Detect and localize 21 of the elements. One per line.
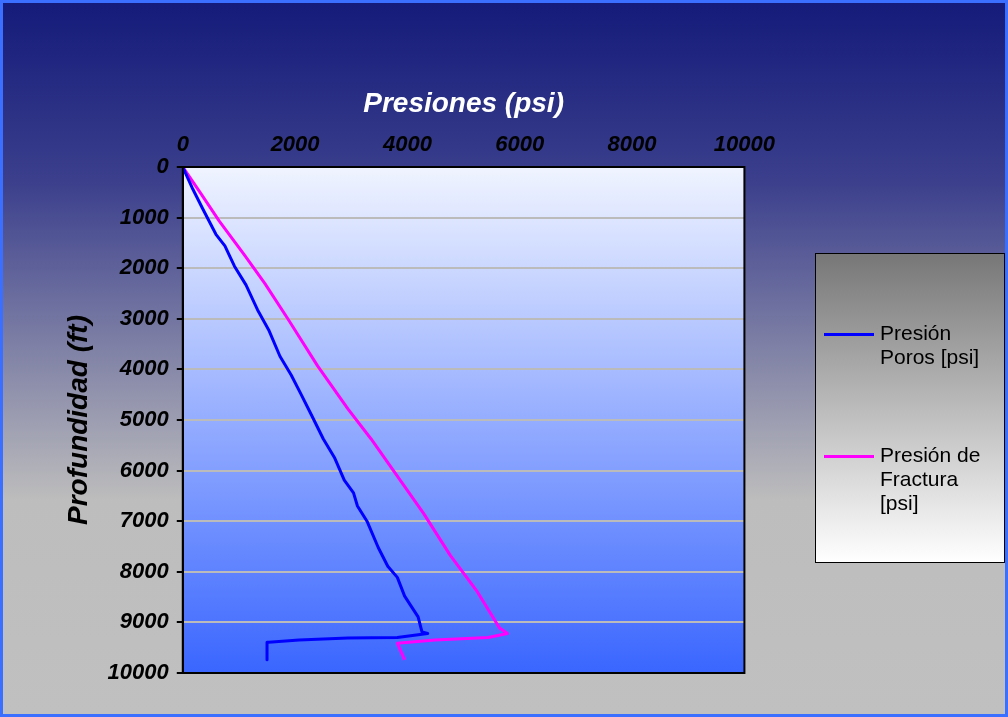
legend-label: Presión Poros [psi] (880, 321, 981, 369)
y-tick-label: 3000 (119, 304, 170, 330)
y-tick-label: 1000 (119, 203, 170, 229)
x-tick-label: 8000 (607, 130, 658, 156)
x-tick-label: 4000 (381, 130, 433, 156)
x-axis-title: Presiones (psi) (363, 86, 564, 118)
y-tick-label: 2000 (118, 254, 170, 280)
y-tick-label: 10000 (107, 659, 170, 685)
x-tick-label: 2000 (269, 130, 321, 156)
y-tick-label: 6000 (119, 456, 170, 482)
x-tick-label: 0 (176, 130, 190, 156)
y-tick-label: 7000 (119, 507, 170, 533)
y-tick-label: 4000 (118, 355, 170, 381)
y-tick-label: 9000 (119, 608, 170, 634)
x-tick-label: 10000 (713, 130, 776, 156)
x-tick-label: 6000 (495, 130, 545, 156)
y-tick-label: 0 (156, 153, 170, 179)
legend-label: Presión de Fractura [psi] (880, 443, 982, 515)
y-axis-title: Profundidad (ft) (61, 315, 93, 525)
y-tick-label: 8000 (119, 557, 170, 583)
y-tick-label: 5000 (119, 406, 170, 432)
